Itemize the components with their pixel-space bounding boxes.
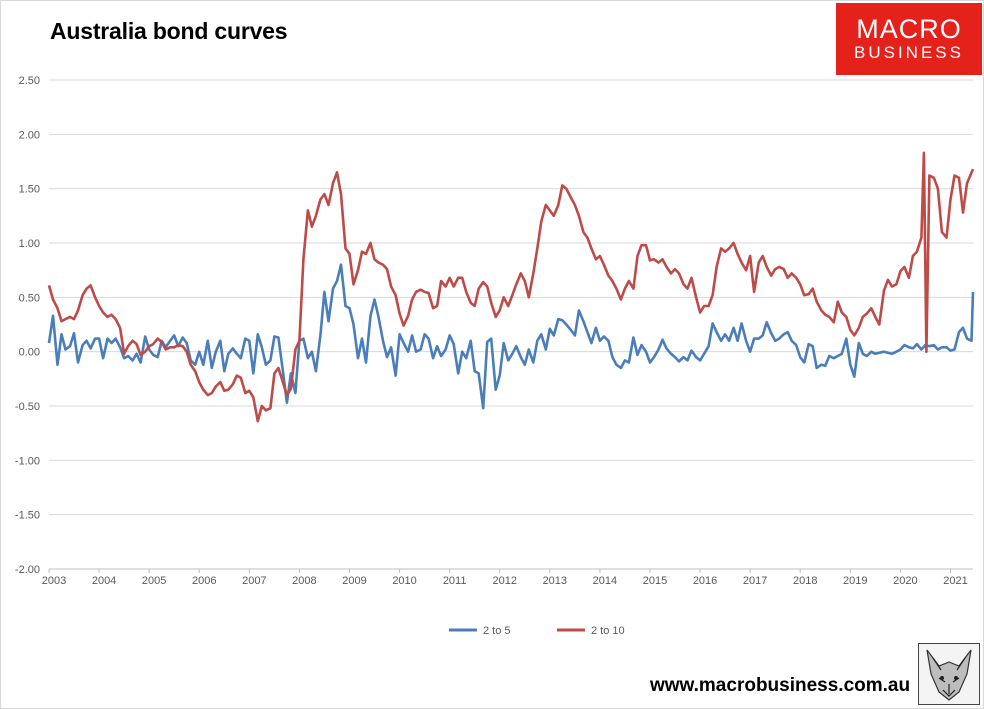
logo-line-1: MACRO [856,14,962,44]
y-tick-label: -1.50 [15,510,40,522]
x-tick-label: 2020 [893,575,917,587]
chart-title: Australia bond curves [50,18,288,44]
series-line-2-to-5 [47,263,975,410]
footer-url: www.macrobusiness.com.au [650,675,911,696]
macrobusiness-logo: MACRO BUSINESS [836,3,982,75]
legend-label: 2 to 5 [483,625,511,637]
x-tick-label: 2019 [843,575,867,587]
y-tick-label: 1.00 [19,238,40,250]
x-tick-label: 2017 [743,575,767,587]
x-tick-label: 2003 [42,575,66,587]
x-tick-label: 2018 [793,575,817,587]
x-tick-label: 2012 [492,575,516,587]
x-tick-label: 2007 [242,575,266,587]
y-tick-label: 0.00 [19,347,40,359]
x-tick-label: 2021 [943,575,967,587]
y-tick-label: 2.00 [19,129,40,141]
x-tick-label: 2006 [192,575,216,587]
x-tick-label: 2005 [142,575,166,587]
x-tick-label: 2013 [543,575,567,587]
y-tick-label: -2.00 [15,564,40,576]
x-tick-label: 2010 [392,575,416,587]
x-tick-label: 2009 [342,575,366,587]
x-tick-label: 2014 [593,575,617,587]
x-tick-label: 2016 [693,575,717,587]
x-tick-label: 2015 [643,575,667,587]
x-tick-label: 2011 [443,575,467,587]
y-tick-label: 0.50 [19,292,40,304]
x-tick-label: 2008 [292,575,316,587]
x-tick-label: 2004 [92,575,116,587]
legend-label: 2 to 10 [591,625,625,637]
logo-line-2: BUSINESS [854,43,964,62]
series-line-2-to-10 [47,151,975,423]
y-tick-label: -0.50 [15,401,40,413]
y-tick-label: 2.50 [19,75,40,87]
y-tick-label: -1.00 [15,455,40,467]
y-tick-label: 1.50 [19,184,40,196]
wolf-head-icon [918,643,980,705]
